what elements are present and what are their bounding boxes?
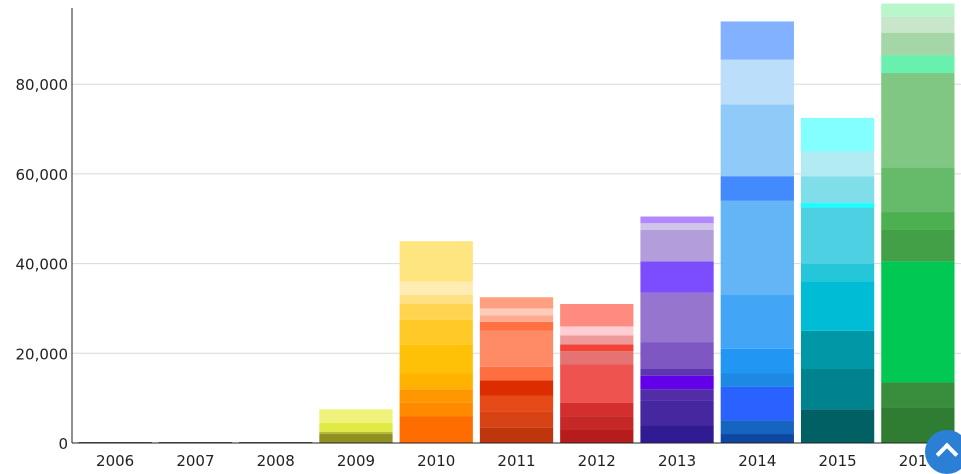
bar-segment-2012[interactable] bbox=[560, 326, 634, 336]
bar-segment-2016[interactable] bbox=[881, 229, 955, 262]
bar-segment-2014[interactable] bbox=[720, 21, 794, 60]
bar-segment-2015[interactable] bbox=[800, 263, 875, 282]
bar-segment-2010[interactable] bbox=[399, 295, 473, 304]
bar-segment-2010[interactable] bbox=[399, 389, 473, 403]
bar-segment-2014[interactable] bbox=[720, 434, 794, 443]
bar-segment-2015[interactable] bbox=[800, 409, 875, 443]
bar-segment-2013[interactable] bbox=[640, 216, 714, 224]
bar-segment-2015[interactable] bbox=[800, 330, 875, 370]
bar-segment-2016[interactable] bbox=[881, 32, 955, 56]
x-tick-label: 2008 bbox=[257, 452, 295, 470]
bar-segment-2016[interactable] bbox=[881, 382, 955, 408]
y-tick-label: 40,000 bbox=[16, 256, 69, 274]
bar-segment-2012[interactable] bbox=[560, 364, 634, 403]
bar-segment-2014[interactable] bbox=[720, 200, 794, 296]
axes bbox=[71, 8, 961, 444]
bar-segment-2016[interactable] bbox=[881, 55, 955, 74]
bar-segment-2012[interactable] bbox=[560, 303, 634, 327]
x-tick-label: 2011 bbox=[497, 452, 535, 470]
x-axis-tick-labels: 2006 2007 2008 2009 2010 2011 2012 2013 2014 2015… bbox=[96, 452, 937, 470]
bar-segment-2010[interactable] bbox=[399, 241, 473, 282]
bar-segment-2015[interactable] bbox=[800, 117, 875, 152]
bar-segment-2012[interactable] bbox=[560, 351, 634, 365]
bar-segment-2012[interactable] bbox=[560, 416, 634, 430]
bar-segment-2014[interactable] bbox=[720, 373, 794, 387]
bar-segment-2014[interactable] bbox=[720, 176, 794, 201]
bar-segment-2013[interactable] bbox=[640, 389, 714, 401]
bar-segment-2013[interactable] bbox=[640, 375, 714, 390]
y-tick-label: 20,000 bbox=[16, 345, 69, 363]
bar-segment-2016[interactable] bbox=[881, 3, 955, 17]
bar-segment-2015[interactable] bbox=[800, 176, 875, 204]
y-tick-label: 60,000 bbox=[16, 166, 69, 184]
bar-segment-2016[interactable] bbox=[881, 16, 955, 33]
bar-segment-2012[interactable] bbox=[560, 335, 634, 345]
bar-segment-2016[interactable] bbox=[881, 261, 955, 383]
bar-segment-2011[interactable] bbox=[479, 380, 554, 396]
x-tick-label: 2007 bbox=[176, 452, 214, 470]
bar-segment-2013[interactable] bbox=[640, 229, 714, 262]
bar-segment-2013[interactable] bbox=[640, 342, 714, 370]
bar-segment-2015[interactable] bbox=[800, 281, 875, 331]
bar-segment-2009[interactable] bbox=[319, 431, 393, 435]
bar-segment-2011[interactable] bbox=[479, 411, 554, 428]
bar-segment-2010[interactable] bbox=[399, 303, 473, 320]
x-tick-label: 2014 bbox=[738, 452, 776, 470]
bar-segment-2010[interactable] bbox=[399, 373, 473, 390]
scroll-to-top-button[interactable] bbox=[925, 430, 961, 474]
bar-segment-2014[interactable] bbox=[720, 104, 794, 177]
bar-segment-2011[interactable] bbox=[479, 395, 554, 412]
x-tick-label: 2013 bbox=[658, 452, 696, 470]
bar-segment-2010[interactable] bbox=[399, 416, 473, 443]
bar-segment-2013[interactable] bbox=[640, 261, 714, 293]
bar-segment-2016[interactable] bbox=[881, 167, 955, 213]
bar-segment-2011[interactable] bbox=[479, 321, 554, 331]
x-tick-label: 2010 bbox=[417, 452, 455, 470]
bar-segment-2011[interactable] bbox=[479, 366, 554, 381]
bar-segment-2014[interactable] bbox=[720, 386, 794, 421]
bar-segment-2011[interactable] bbox=[479, 315, 554, 322]
y-axis-tick-labels: 0 20,000 40,000 60,000 80,000 bbox=[16, 76, 69, 453]
bar-segment-2013[interactable] bbox=[640, 369, 714, 376]
bar-segment-2012[interactable] bbox=[560, 429, 634, 443]
bar-segment-2013[interactable] bbox=[640, 223, 714, 230]
y-tick-label: 80,000 bbox=[16, 76, 69, 94]
bar-segment-2014[interactable] bbox=[720, 420, 794, 435]
bar-segment-2009[interactable] bbox=[319, 422, 393, 432]
bar-segment-2016[interactable] bbox=[881, 73, 955, 168]
bar-segment-2011[interactable] bbox=[479, 330, 554, 367]
x-tick-label: 2012 bbox=[578, 452, 616, 470]
bar-segment-2011[interactable] bbox=[479, 427, 554, 443]
bar-segment-2014[interactable] bbox=[720, 348, 794, 374]
bar-segment-2012[interactable] bbox=[560, 402, 634, 417]
bar-segment-2015[interactable] bbox=[800, 369, 875, 410]
bar-segment-2014[interactable] bbox=[720, 59, 794, 105]
x-tick-label: 2006 bbox=[96, 452, 134, 470]
bar-segment-2014[interactable] bbox=[720, 295, 794, 349]
bar-segment-2010[interactable] bbox=[399, 344, 473, 374]
bar-segment-2015[interactable] bbox=[800, 203, 875, 208]
bar-segment-2015[interactable] bbox=[800, 151, 875, 177]
bar-segment-2013[interactable] bbox=[640, 292, 714, 343]
bar-segment-2010[interactable] bbox=[399, 319, 473, 345]
bar-segment-2010[interactable] bbox=[399, 281, 473, 296]
bar-segment-2009[interactable] bbox=[319, 434, 393, 443]
bar-segment-2016[interactable] bbox=[881, 212, 955, 230]
bar-segment-2009[interactable] bbox=[319, 409, 393, 423]
bar-segment-2010[interactable] bbox=[399, 402, 473, 417]
x-tick-label: 2015 bbox=[818, 452, 856, 470]
chevron-up-icon bbox=[935, 442, 959, 466]
bar-segment-2013[interactable] bbox=[640, 400, 714, 426]
bar-segment-2013[interactable] bbox=[640, 425, 714, 443]
bar-segment-2012[interactable] bbox=[560, 344, 634, 352]
x-tick-label: 2009 bbox=[337, 452, 375, 470]
bar-segment-2011[interactable] bbox=[479, 308, 554, 316]
y-tick-label: 0 bbox=[58, 435, 68, 453]
bar-segment-2015[interactable] bbox=[800, 207, 875, 264]
bars bbox=[78, 3, 955, 443]
bar-segment-2011[interactable] bbox=[479, 297, 554, 309]
